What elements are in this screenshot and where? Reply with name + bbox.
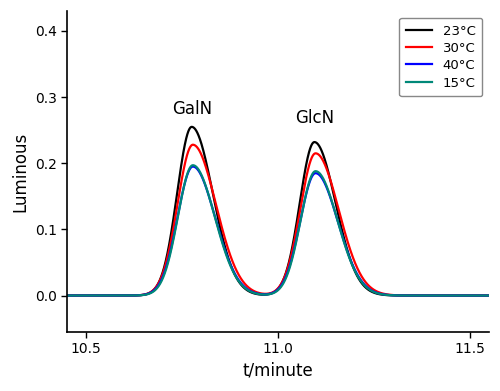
Text: GalN: GalN bbox=[172, 100, 212, 118]
15°C bbox=[190, 163, 196, 168]
30°C bbox=[137, 293, 143, 298]
23°C bbox=[112, 293, 118, 298]
40°C bbox=[64, 293, 70, 298]
40°C bbox=[190, 164, 196, 169]
23°C bbox=[226, 258, 232, 262]
30°C bbox=[112, 293, 118, 298]
Line: 15°C: 15°C bbox=[67, 165, 489, 296]
23°C bbox=[137, 293, 143, 298]
Y-axis label: Luminous: Luminous bbox=[11, 131, 29, 212]
23°C bbox=[244, 288, 250, 292]
15°C bbox=[226, 260, 232, 265]
Line: 30°C: 30°C bbox=[67, 145, 489, 296]
15°C bbox=[244, 287, 250, 292]
23°C bbox=[188, 124, 194, 129]
Line: 40°C: 40°C bbox=[67, 167, 489, 296]
40°C bbox=[226, 259, 232, 264]
Line: 23°C: 23°C bbox=[67, 127, 489, 296]
40°C bbox=[478, 293, 484, 298]
30°C bbox=[478, 293, 484, 298]
40°C bbox=[244, 287, 250, 291]
15°C bbox=[486, 293, 492, 298]
Legend: 23°C, 30°C, 40°C, 15°C: 23°C, 30°C, 40°C, 15°C bbox=[400, 18, 482, 97]
40°C bbox=[486, 293, 492, 298]
15°C bbox=[478, 293, 484, 298]
Text: GlcN: GlcN bbox=[295, 109, 334, 127]
15°C bbox=[112, 293, 118, 298]
30°C bbox=[64, 293, 70, 298]
15°C bbox=[432, 293, 438, 298]
23°C bbox=[478, 293, 484, 298]
40°C bbox=[137, 293, 143, 298]
15°C bbox=[137, 293, 143, 298]
30°C bbox=[244, 284, 250, 289]
23°C bbox=[64, 293, 70, 298]
30°C bbox=[486, 293, 492, 298]
30°C bbox=[432, 293, 438, 298]
23°C bbox=[486, 293, 492, 298]
23°C bbox=[432, 293, 438, 298]
40°C bbox=[112, 293, 118, 298]
30°C bbox=[190, 142, 196, 147]
40°C bbox=[432, 293, 438, 298]
X-axis label: t/minute: t/minute bbox=[242, 362, 314, 380]
30°C bbox=[226, 249, 232, 254]
15°C bbox=[64, 293, 70, 298]
